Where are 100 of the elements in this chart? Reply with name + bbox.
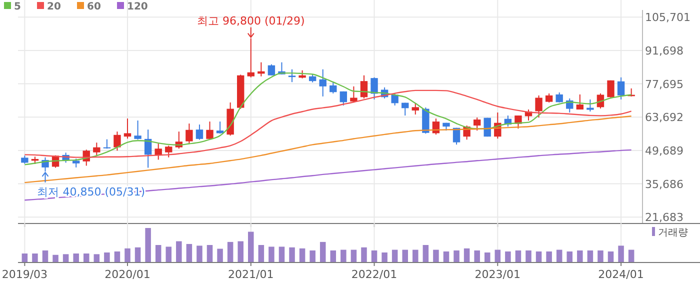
- bar: [258, 245, 264, 262]
- bar: [361, 247, 367, 262]
- candlestick: [186, 123, 193, 144]
- bar: [299, 248, 306, 262]
- candlestick: [607, 80, 614, 98]
- bar: [546, 251, 552, 262]
- bar: [104, 252, 110, 262]
- bar: [186, 244, 192, 262]
- candlestick: [391, 92, 398, 106]
- candlestick: [340, 90, 348, 106]
- x-tick-label: 2021/01: [228, 268, 274, 281]
- candlestick: [370, 76, 378, 100]
- bar: [114, 251, 120, 262]
- candlestick: [93, 142, 100, 156]
- candlestick: [330, 82, 337, 94]
- bar: [598, 250, 604, 262]
- candlestick: [319, 68, 326, 97]
- x-tick-label: 2024/01: [598, 268, 644, 281]
- candlestick: [360, 74, 368, 99]
- candlestick: [576, 94, 584, 110]
- bar: [464, 248, 470, 262]
- bar: [73, 254, 79, 262]
- bar: [155, 245, 162, 262]
- candlestick: [545, 92, 553, 103]
- bar: [587, 250, 594, 262]
- candlestick: [103, 138, 111, 150]
- bar: [454, 250, 460, 262]
- candlestick: [268, 64, 276, 76]
- candlestick: [165, 145, 172, 158]
- y-tick-label: 21,683: [645, 211, 684, 224]
- legend-label: 20: [47, 2, 61, 12]
- bar: [94, 254, 100, 262]
- y-tick-label: 77,695: [645, 78, 684, 91]
- candlestick: [402, 102, 409, 116]
- candlestick: [586, 98, 594, 112]
- bar: [124, 248, 130, 262]
- bar: [238, 241, 244, 262]
- bar: [268, 246, 274, 262]
- y-tick-label: 105,701: [645, 11, 690, 24]
- x-tick-label: 2023/01: [474, 268, 521, 281]
- bar: [494, 250, 501, 262]
- bar: [526, 250, 532, 262]
- bar: [412, 250, 418, 262]
- legend-label: 120: [127, 2, 148, 12]
- bar: [628, 250, 634, 262]
- candlestick: [288, 68, 296, 83]
- candlestick: [196, 124, 204, 140]
- bar: [320, 242, 326, 262]
- bar: [608, 251, 614, 262]
- bar: [248, 232, 254, 262]
- candlestick: [556, 92, 563, 103]
- candlestick: [124, 118, 132, 140]
- y-tick-label: 91,698: [645, 44, 684, 58]
- candlestick: [617, 76, 625, 100]
- candlestick: [535, 94, 542, 118]
- bar: [371, 250, 378, 262]
- candlestick: [258, 62, 265, 77]
- bar: [310, 250, 316, 262]
- bar: [289, 247, 295, 262]
- bar: [340, 250, 346, 262]
- bar: [505, 251, 511, 262]
- candlestick: [247, 38, 254, 78]
- bar: [32, 254, 38, 262]
- legend-label: 거래량: [658, 228, 688, 238]
- x-tick-label: 2022/01: [351, 268, 398, 281]
- bar: [217, 248, 223, 262]
- bar: [134, 247, 141, 262]
- annotation: 최고 96,800 (01/29): [197, 14, 305, 28]
- y-tick-label: 49,689: [645, 144, 684, 158]
- bar: [330, 250, 336, 262]
- candlestick: [412, 102, 419, 116]
- bar: [433, 250, 439, 262]
- bar: [278, 246, 285, 262]
- x-tick-label: 2020/01: [104, 268, 150, 281]
- x-tick-label: 2019/03: [2, 268, 48, 281]
- bar: [577, 250, 583, 262]
- legend-label: 5: [14, 2, 21, 12]
- bar: [145, 228, 151, 262]
- bar: [443, 251, 450, 262]
- candlestick: [473, 117, 481, 132]
- bar: [22, 254, 28, 262]
- bar: [515, 250, 522, 262]
- candlestick: [216, 121, 224, 134]
- bar: [83, 254, 90, 262]
- bar: [474, 250, 480, 262]
- bar: [166, 246, 172, 262]
- candlestick: [350, 86, 358, 103]
- line-series: [24, 116, 632, 184]
- y-tick-label: 63,692: [645, 111, 684, 124]
- bar: [618, 246, 624, 262]
- bar: [196, 246, 202, 262]
- bar: [52, 254, 58, 262]
- bar: [402, 250, 408, 262]
- bar: [176, 241, 182, 262]
- bar: [62, 254, 69, 262]
- candlestick: [114, 131, 121, 152]
- bar: [206, 245, 213, 262]
- bar: [350, 250, 357, 262]
- bar: [382, 252, 388, 262]
- bar: [484, 252, 490, 262]
